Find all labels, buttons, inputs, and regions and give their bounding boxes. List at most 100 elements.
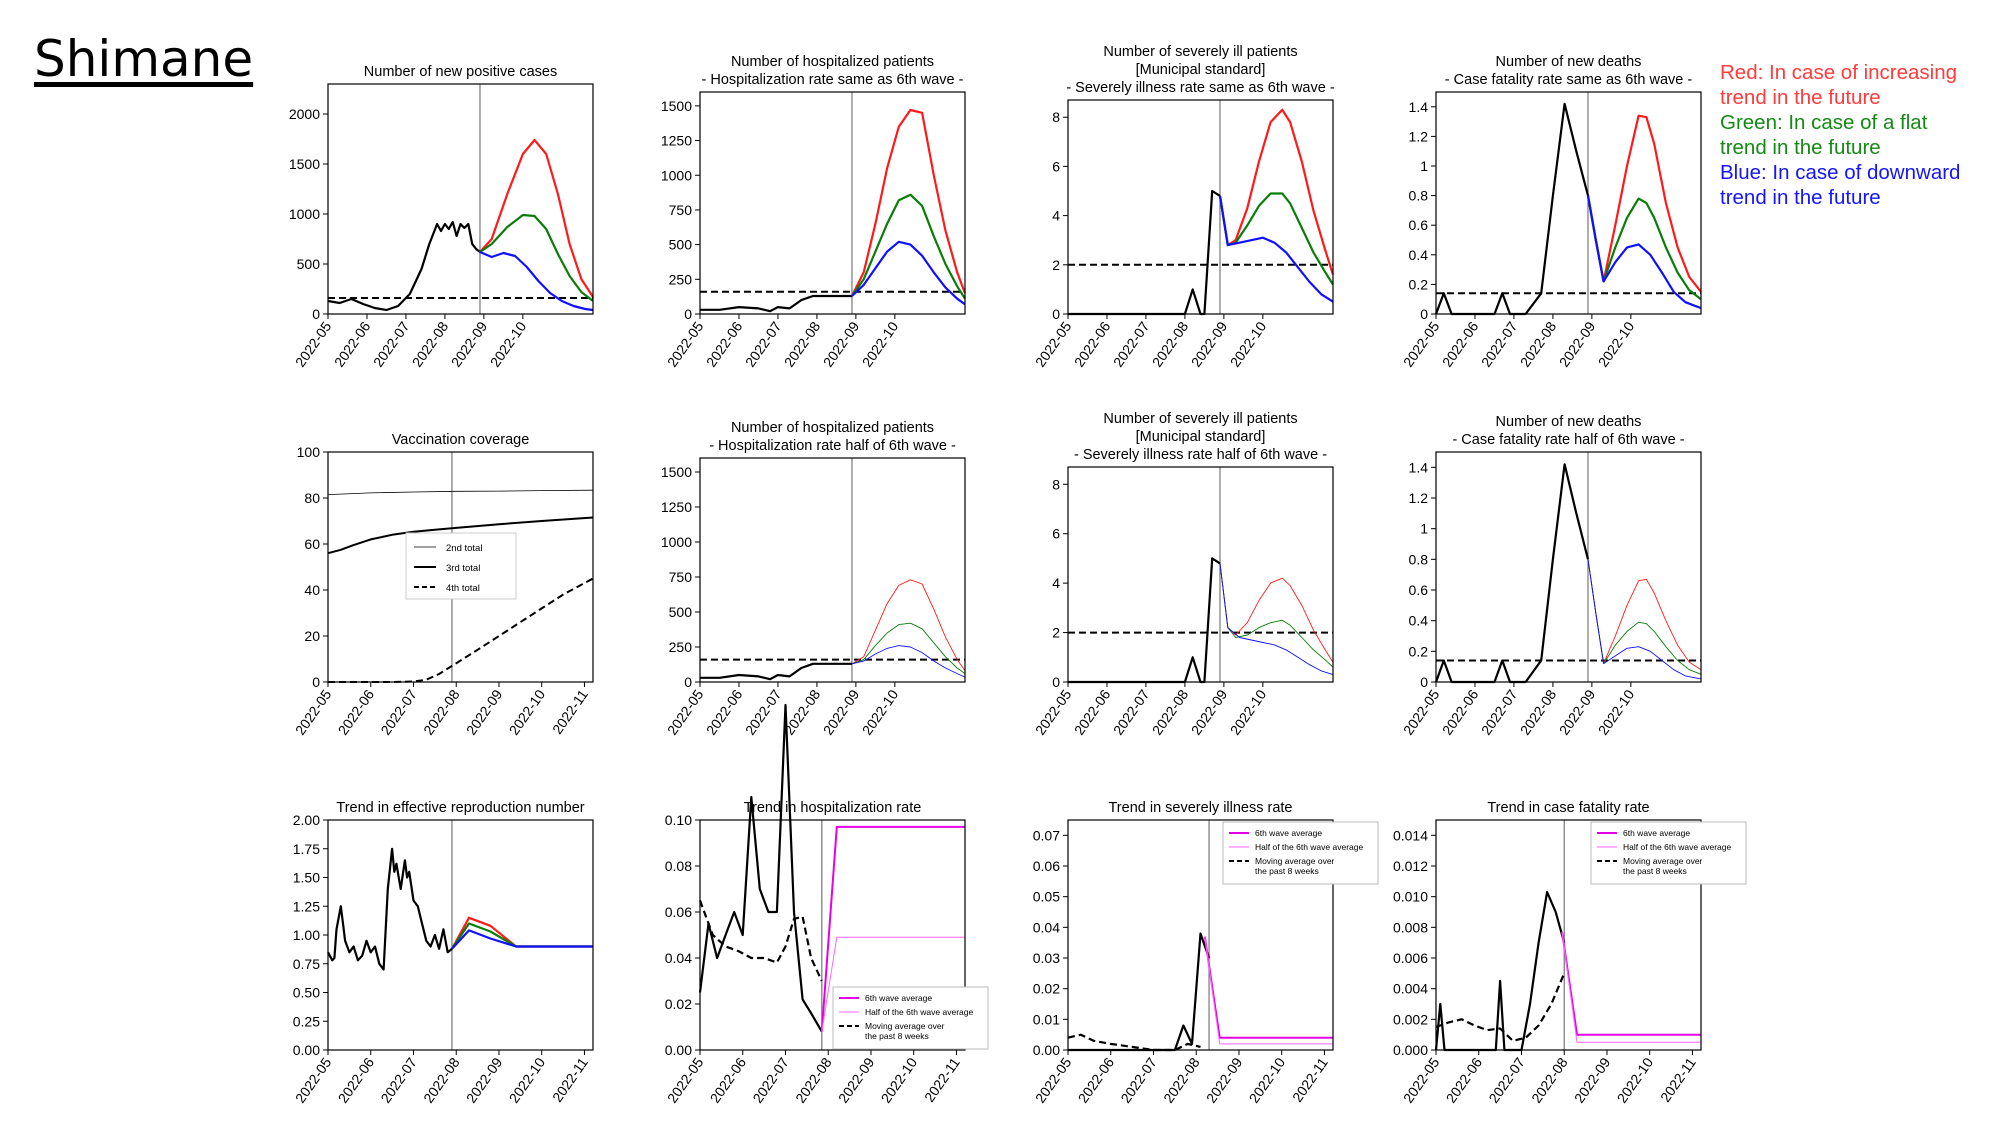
y-tick-label: 0 xyxy=(312,674,320,690)
x-tick-label: 2022-07 xyxy=(742,318,785,369)
x-tick-label: 2022-07 xyxy=(1117,1054,1160,1105)
chart-title: - Case fatality rate same as 6th wave - xyxy=(1445,72,1693,88)
chart-hosp-rate: Trend in hospitalization rate 0.00 0.02 0.0… xyxy=(664,703,989,1106)
x-tick-label: 2022-10 xyxy=(1227,318,1270,369)
y-tick-label: 0.006 xyxy=(1393,950,1428,966)
y-tick-label: 2.00 xyxy=(293,812,320,828)
y-tick-label: 0 xyxy=(1052,306,1060,322)
chart-title: Trend in severely illness rate xyxy=(1108,800,1292,816)
y-tick-label: 1250 xyxy=(661,499,692,515)
series-line-red xyxy=(1586,114,1702,293)
x-tick-label: 2022-07 xyxy=(1110,318,1153,369)
y-tick-label: 1250 xyxy=(661,133,692,149)
x-tick-label: 2022-05 xyxy=(1400,686,1443,737)
legend-label: the past 8 weeks xyxy=(1623,866,1687,876)
y-tick-label: 0.010 xyxy=(1393,889,1428,905)
series-line-black xyxy=(327,516,594,555)
y-tick-label: 1500 xyxy=(289,156,320,172)
y-tick-label: 6 xyxy=(1052,526,1060,542)
x-tick-label: 2022-10 xyxy=(1246,1054,1289,1105)
x-tick-label: 2022-10 xyxy=(859,686,902,737)
x-tick-label: 2022-09 xyxy=(463,686,506,737)
x-tick-label: 2022-10 xyxy=(1595,686,1638,737)
y-tick-label: 0.2 xyxy=(1409,643,1429,659)
y-tick-label: 1000 xyxy=(661,167,692,183)
chart-hosp-half: Number of hospitalized patients - Hospita… xyxy=(661,420,966,738)
series-line-black-dashed xyxy=(1435,972,1566,1042)
y-tick-label: 0.6 xyxy=(1409,217,1429,233)
y-tick-label: 2000 xyxy=(289,106,320,122)
x-tick-label: 2022-09 xyxy=(1556,318,1599,369)
legend-label: 2nd total xyxy=(446,543,482,554)
series-line-ff66ff xyxy=(821,936,965,1032)
y-tick-label: 40 xyxy=(304,582,320,598)
y-tick-label: 2 xyxy=(1052,257,1060,273)
y-tick-label: 0.004 xyxy=(1393,981,1428,997)
plot-frame xyxy=(699,819,966,1051)
y-tick-label: 1.25 xyxy=(293,898,320,914)
x-tick-label: 2022-11 xyxy=(921,1054,963,1105)
x-tick-label: 2022-07 xyxy=(742,686,785,737)
y-tick-label: 0.008 xyxy=(1393,919,1428,935)
y-tick-label: 0.012 xyxy=(1393,858,1428,874)
y-tick-label: 0.05 xyxy=(1033,889,1060,905)
note-green-line1: Green: In case of a flat xyxy=(1720,111,1928,134)
chart-title: Trend in hospitalization rate xyxy=(744,800,922,816)
y-tick-label: 0.02 xyxy=(665,996,692,1012)
y-tick-label: 8 xyxy=(1052,109,1060,125)
x-tick-label: 2022-06 xyxy=(1071,686,1114,737)
series-line-blue xyxy=(1219,563,1334,676)
x-tick-label: 2022-08 xyxy=(420,1054,463,1105)
series-line-blue xyxy=(851,240,966,306)
y-tick-label: 60 xyxy=(304,536,320,552)
series-line-green xyxy=(1587,559,1702,675)
chart-title: Trend in case fatality rate xyxy=(1487,800,1649,816)
chart-title: Number of hospitalized patients xyxy=(731,420,934,436)
y-tick-label: 0.00 xyxy=(665,1042,692,1058)
y-tick-label: 80 xyxy=(304,490,320,506)
chart-new-cases: Number of new positive cases 0 500 1000 1500… xyxy=(289,64,594,370)
y-tick-label: 0.01 xyxy=(1033,1011,1060,1027)
series-line-red xyxy=(479,138,594,298)
x-tick-label: 2022-10 xyxy=(1227,686,1270,737)
y-tick-label: 8 xyxy=(1052,476,1060,492)
legend-label: Half of the 6th wave average xyxy=(1623,842,1731,852)
y-tick-label: 500 xyxy=(669,237,693,253)
legend-label: 6th wave average xyxy=(1255,828,1322,838)
x-tick-label: 2022-07 xyxy=(377,686,420,737)
x-tick-label: 2022-10 xyxy=(1595,318,1638,369)
x-tick-label: 2022-10 xyxy=(506,1054,549,1105)
x-tick-label: 2022-09 xyxy=(448,318,491,369)
series-line-red xyxy=(1218,108,1335,275)
plot-frame xyxy=(1435,451,1702,683)
y-tick-label: 4 xyxy=(1052,575,1060,591)
chart-severe-same: Number of severely ill patients [Municipa… xyxy=(1032,44,1335,370)
series-line-green xyxy=(1586,195,1702,301)
x-tick-label: 2022-08 xyxy=(1517,318,1560,369)
series-line-e600e6 xyxy=(1203,936,1333,1039)
series-line-black-dashed xyxy=(1067,1033,1201,1052)
series-line-blue xyxy=(451,929,593,950)
x-tick-label: 2022-08 xyxy=(1149,318,1192,369)
note-red-line1: Red: In case of increasing xyxy=(1720,61,1958,84)
legend-label: Moving average over xyxy=(865,1021,945,1031)
note-blue-line2: trend in the future xyxy=(1720,186,1881,209)
y-tick-label: 0 xyxy=(1052,674,1060,690)
x-tick-label: 2022-05 xyxy=(1032,1054,1075,1105)
y-tick-label: 1.4 xyxy=(1409,459,1429,475)
series-line-black xyxy=(327,489,594,495)
plot-frame xyxy=(699,91,966,315)
plot-frame xyxy=(327,819,594,1051)
x-tick-label: 2022-09 xyxy=(1556,686,1599,737)
series-line-blue xyxy=(1218,195,1334,303)
x-tick-label: 2022-05 xyxy=(664,318,707,369)
note-blue-line1: Blue: In case of downward xyxy=(1720,161,1961,184)
scenario-color-notes: Red: In case of increasing trend in the … xyxy=(1720,60,1960,210)
x-tick-label: 2022-06 xyxy=(1439,686,1482,737)
series-line-black xyxy=(327,220,481,312)
x-tick-label: 2022-07 xyxy=(1478,686,1521,737)
y-tick-label: 0 xyxy=(312,306,320,322)
y-tick-label: 0.2 xyxy=(1409,276,1429,292)
chart-title: [Municipal standard] xyxy=(1136,62,1266,78)
x-tick-label: 2022-08 xyxy=(420,686,463,737)
